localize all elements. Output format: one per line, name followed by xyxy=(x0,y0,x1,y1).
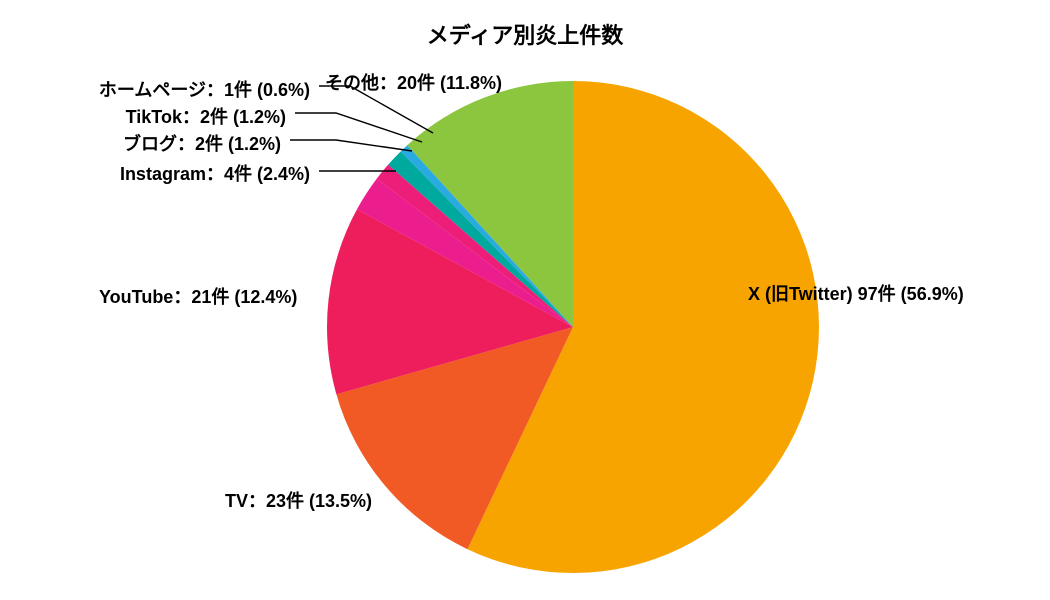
slice-label: ホームページ：1件 (0.6%) xyxy=(99,76,310,102)
slice-label: X (旧Twitter) 97件 (56.9%) xyxy=(748,280,964,306)
slice-label: Instagram：4件 (2.4%) xyxy=(120,160,310,186)
slice-label: TikTok：2件 (1.2%) xyxy=(126,103,286,129)
slice-label: その他：20件 (11.8%) xyxy=(325,69,502,95)
slice-label: YouTube：21件 (12.4%) xyxy=(99,283,297,309)
slice-label: TV：23件 (13.5%) xyxy=(225,487,372,513)
slice-label: ブログ：2件 (1.2%) xyxy=(123,130,281,156)
pie-chart-container: メディア別炎上件数 その他：20件 (11.8%)X (旧Twitter) 97… xyxy=(0,0,1050,600)
